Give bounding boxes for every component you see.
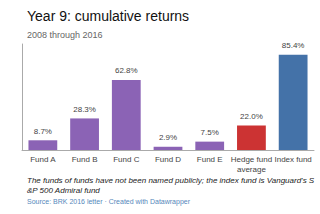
svg-text:&P 500 Admiral fund: &P 500 Admiral fund bbox=[27, 186, 100, 195]
svg-text:Year 9: cumulative returns: Year 9: cumulative returns bbox=[27, 8, 189, 24]
svg-text:Fund E: Fund E bbox=[197, 155, 223, 164]
svg-text:Hedge fund: Hedge fund bbox=[231, 155, 272, 164]
svg-text:22.0%: 22.0% bbox=[240, 112, 263, 121]
svg-text:The funds of funds have not be: The funds of funds have not been named p… bbox=[27, 176, 315, 185]
svg-text:62.8%: 62.8% bbox=[115, 66, 138, 75]
svg-text:2.9%: 2.9% bbox=[159, 133, 177, 142]
svg-text:Index fund: Index fund bbox=[274, 155, 311, 164]
svg-text:Fund A: Fund A bbox=[30, 155, 56, 164]
svg-text:average: average bbox=[237, 165, 266, 174]
svg-text:85.4%: 85.4% bbox=[282, 41, 305, 50]
svg-text:Fund C: Fund C bbox=[113, 155, 139, 164]
svg-text:Fund B: Fund B bbox=[72, 155, 98, 164]
svg-text:Source: BRK 2016 letter · Crea: Source: BRK 2016 letter · Created with D… bbox=[27, 198, 191, 206]
svg-text:Fund D: Fund D bbox=[155, 155, 181, 164]
svg-text:2008 through 2016: 2008 through 2016 bbox=[27, 30, 103, 40]
svg-text:7.5%: 7.5% bbox=[201, 128, 219, 137]
svg-text:28.3%: 28.3% bbox=[73, 105, 96, 114]
svg-text:8.7%: 8.7% bbox=[34, 127, 52, 136]
